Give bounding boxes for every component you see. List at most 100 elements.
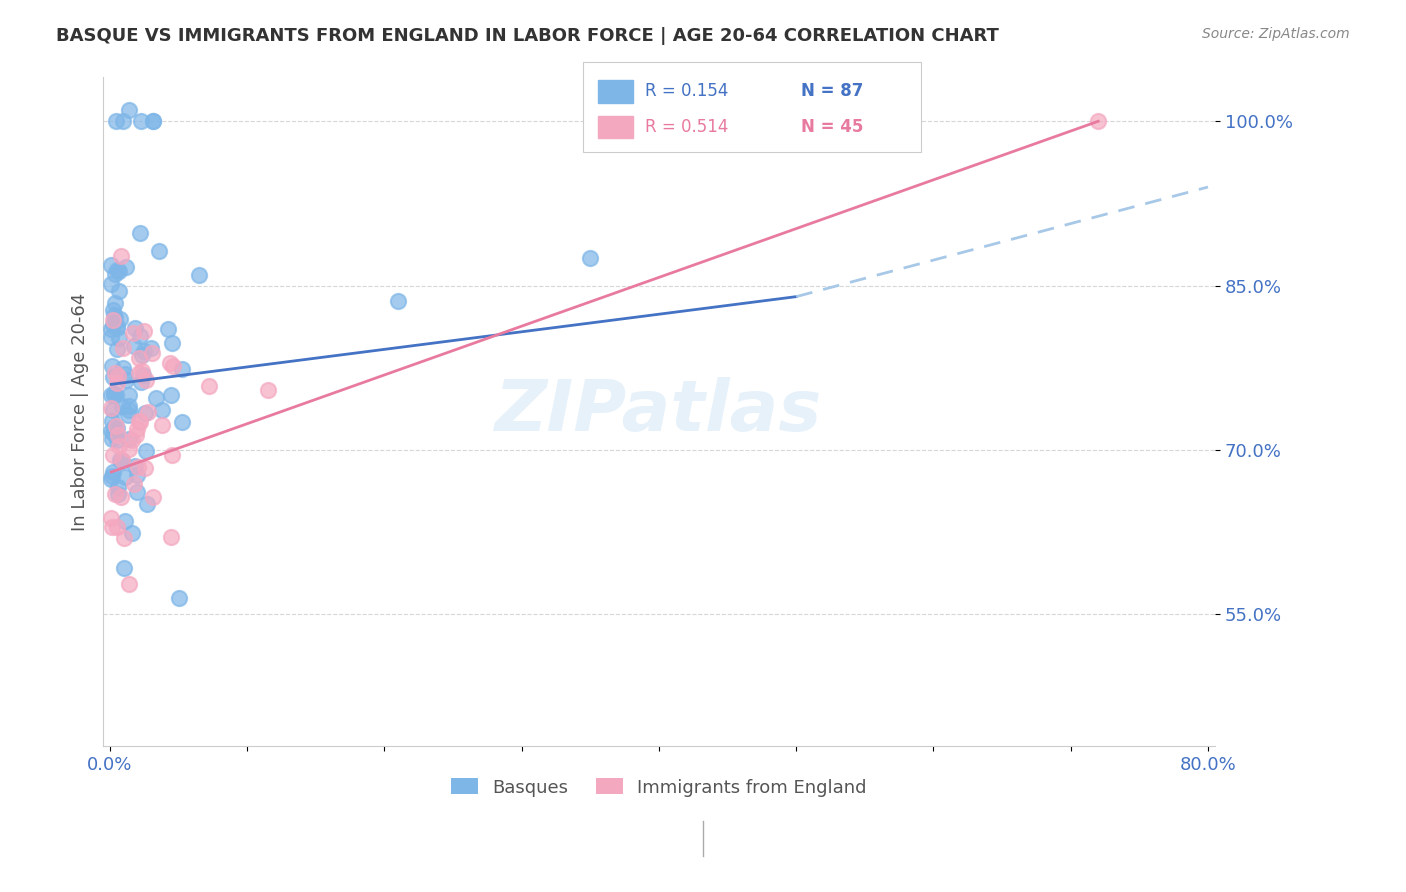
Point bbox=[107, 369, 129, 384]
Point bbox=[117, 576, 139, 591]
Point bbox=[100, 388, 122, 402]
Point bbox=[104, 114, 127, 128]
Point bbox=[122, 339, 145, 353]
Point bbox=[108, 284, 131, 298]
Point bbox=[134, 406, 156, 420]
Point bbox=[1087, 114, 1109, 128]
Point bbox=[162, 359, 184, 373]
Point bbox=[121, 434, 143, 448]
Point bbox=[114, 514, 136, 528]
Point bbox=[100, 277, 122, 292]
Point bbox=[111, 361, 134, 376]
Point bbox=[107, 376, 129, 391]
Point bbox=[108, 331, 131, 345]
Point bbox=[136, 405, 159, 419]
Point bbox=[105, 388, 128, 402]
Point bbox=[103, 420, 125, 434]
Point bbox=[104, 366, 127, 380]
Point bbox=[101, 520, 124, 534]
Point bbox=[141, 341, 163, 355]
Point bbox=[131, 364, 153, 378]
Point bbox=[160, 387, 183, 401]
Text: BASQUE VS IMMIGRANTS FROM ENGLAND IN LABOR FORCE | AGE 20-64 CORRELATION CHART: BASQUE VS IMMIGRANTS FROM ENGLAND IN LAB… bbox=[56, 27, 1000, 45]
Point bbox=[103, 425, 125, 440]
Point bbox=[142, 491, 165, 505]
Point bbox=[127, 459, 149, 474]
Point bbox=[387, 293, 409, 308]
Point bbox=[108, 439, 131, 453]
Point bbox=[131, 348, 153, 362]
Point bbox=[100, 472, 122, 486]
Point bbox=[135, 443, 157, 458]
Point bbox=[256, 384, 278, 398]
Point bbox=[132, 368, 155, 382]
Point bbox=[103, 310, 125, 325]
Point bbox=[198, 378, 221, 392]
Point bbox=[124, 458, 146, 473]
Point bbox=[100, 258, 122, 272]
Point bbox=[169, 591, 191, 606]
Point bbox=[112, 531, 135, 545]
Point bbox=[117, 409, 139, 423]
Point bbox=[101, 369, 124, 384]
Point bbox=[101, 402, 124, 417]
Point bbox=[127, 421, 149, 435]
Point bbox=[160, 335, 183, 350]
Point bbox=[100, 321, 122, 335]
Point bbox=[118, 403, 141, 417]
Point bbox=[105, 321, 128, 335]
Point bbox=[100, 330, 122, 344]
Point bbox=[160, 530, 183, 544]
Point bbox=[188, 268, 211, 283]
Point bbox=[105, 343, 128, 357]
Point bbox=[103, 309, 125, 323]
Point bbox=[118, 388, 141, 402]
Point bbox=[170, 415, 193, 429]
Text: R = 0.514: R = 0.514 bbox=[645, 118, 728, 136]
Point bbox=[100, 401, 122, 415]
Point bbox=[110, 490, 132, 504]
Point bbox=[107, 480, 129, 494]
Text: N = 87: N = 87 bbox=[801, 82, 863, 100]
Point bbox=[110, 249, 132, 263]
Point bbox=[114, 470, 136, 484]
Point bbox=[101, 425, 124, 440]
Point bbox=[141, 345, 163, 359]
Point bbox=[135, 373, 157, 387]
Point bbox=[103, 302, 125, 317]
Point bbox=[132, 343, 155, 358]
Point bbox=[128, 351, 150, 366]
Point bbox=[118, 442, 141, 456]
Point bbox=[118, 400, 141, 414]
Point bbox=[124, 321, 146, 335]
Point bbox=[125, 484, 148, 499]
Point bbox=[122, 326, 145, 341]
Point bbox=[100, 424, 122, 438]
Point bbox=[118, 103, 141, 118]
Point bbox=[104, 487, 127, 501]
Text: ZIPatlas: ZIPatlas bbox=[495, 377, 823, 446]
Point bbox=[100, 511, 122, 525]
Point bbox=[100, 432, 122, 446]
Point bbox=[107, 487, 129, 501]
Point bbox=[159, 355, 181, 369]
Point bbox=[142, 114, 165, 128]
Point bbox=[103, 388, 125, 402]
Point bbox=[107, 433, 129, 447]
Point bbox=[104, 296, 127, 310]
Point bbox=[129, 329, 152, 343]
Point bbox=[105, 263, 128, 277]
Point bbox=[104, 419, 127, 434]
Point bbox=[101, 466, 124, 480]
Point bbox=[100, 469, 122, 483]
Point bbox=[107, 428, 129, 442]
Point bbox=[124, 428, 146, 442]
Point bbox=[127, 468, 149, 483]
Point bbox=[111, 114, 134, 128]
Point bbox=[108, 453, 131, 467]
Point bbox=[111, 453, 134, 467]
Point bbox=[111, 453, 134, 467]
Point bbox=[172, 362, 194, 376]
Point bbox=[115, 260, 138, 275]
Text: R = 0.154: R = 0.154 bbox=[645, 82, 728, 100]
